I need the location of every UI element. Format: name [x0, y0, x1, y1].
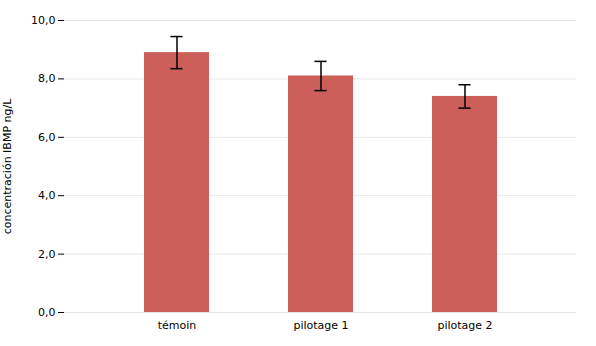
svg-text:10,0: 10,0 — [31, 14, 56, 27]
svg-text:0,0: 0,0 — [38, 306, 56, 319]
svg-text:2,0: 2,0 — [38, 248, 56, 261]
svg-text:témoin: témoin — [158, 319, 197, 332]
svg-text:8,0: 8,0 — [38, 72, 56, 85]
svg-text:concentración IBMP ng/L: concentración IBMP ng/L — [1, 98, 14, 234]
svg-text:pilotage 2: pilotage 2 — [437, 319, 492, 332]
svg-text:6,0: 6,0 — [38, 131, 56, 144]
svg-text:pilotage 1: pilotage 1 — [293, 319, 348, 332]
svg-text:4,0: 4,0 — [38, 189, 56, 202]
